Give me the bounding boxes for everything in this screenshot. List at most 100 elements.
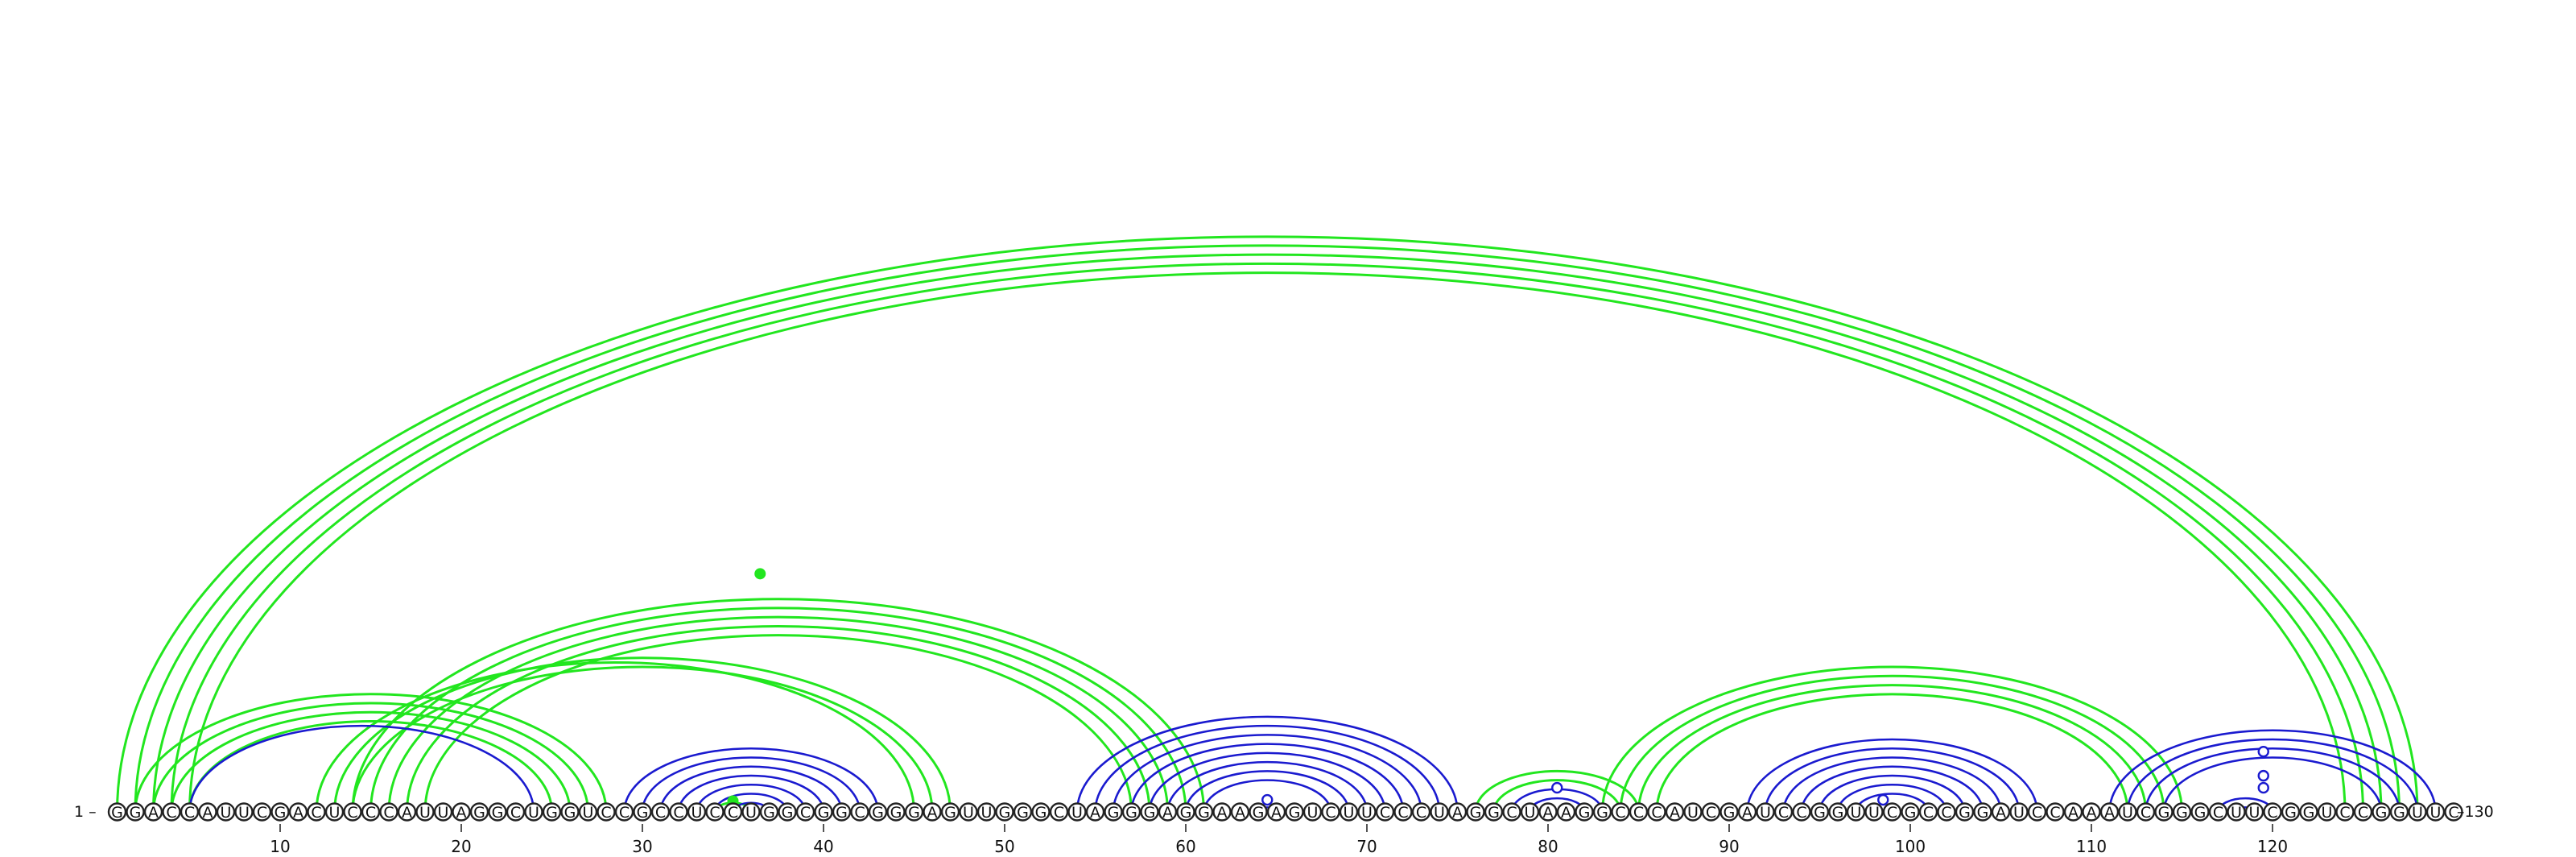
nucleotide-circle xyxy=(1447,802,1468,822)
nucleotide-circle xyxy=(1991,802,2011,822)
nucleotide-letter: G xyxy=(564,804,576,822)
nucleotide-letter: G xyxy=(1959,804,1971,822)
green-pair-arc xyxy=(1655,693,2129,813)
nucleotide-letter: G xyxy=(1832,804,1844,822)
nucleotide-letter: U xyxy=(2013,804,2025,822)
nucleotide-circle xyxy=(1466,802,1485,822)
nucleotide-letter: G xyxy=(908,804,920,822)
nucleotide-circle xyxy=(2118,802,2137,822)
nucleotide-circle xyxy=(379,802,398,822)
nucleotide-letter: C xyxy=(854,804,865,822)
nucleotide-circle xyxy=(162,802,181,822)
green-pair-arc xyxy=(369,607,1187,813)
tick-label: 50 xyxy=(994,837,1014,856)
nucleotide-circle xyxy=(1285,802,1304,822)
green-pair-arc xyxy=(406,624,1151,813)
arc-markers xyxy=(727,568,2269,807)
nucleotide-letter: G xyxy=(1977,804,1989,822)
nucleotide-circle xyxy=(2009,802,2029,822)
nucleotide-letter: G xyxy=(999,804,1011,822)
nucleotide-letter: C xyxy=(1054,804,1064,822)
nucleotide-letter: U xyxy=(1868,804,1880,822)
nucleotide-circle xyxy=(1321,802,1340,822)
nucleotide-circle xyxy=(2027,802,2047,822)
nucleotide-letter: U xyxy=(2412,804,2423,822)
nucleotide-letter: G xyxy=(818,804,830,822)
nucleotide-letter: G xyxy=(782,804,794,822)
nucleotide-circle xyxy=(1249,802,1268,822)
nucleotide-circle xyxy=(2136,802,2156,822)
nucleotide-letter: C xyxy=(601,804,611,822)
open-circle-marker xyxy=(2257,769,2269,782)
nucleotide-letter: C xyxy=(2032,804,2042,822)
nucleotide-letter: G xyxy=(546,804,558,822)
nucleotide-circle xyxy=(1828,802,1847,822)
tick-label: 120 xyxy=(2257,837,2288,856)
nucleotide-letter: G xyxy=(1905,804,1917,822)
nucleotide-circle xyxy=(1792,802,1811,822)
nucleotide-letter: U xyxy=(745,804,757,822)
nucleotide-circle xyxy=(1230,802,1250,822)
blue-pair-arcs xyxy=(188,715,2437,813)
nucleotide-circle xyxy=(397,802,417,822)
nucleotide-letter: C xyxy=(1416,804,1426,822)
tick-label: 40 xyxy=(813,837,833,856)
nucleotide-letter: C xyxy=(655,804,666,822)
green-pair-arc xyxy=(333,656,952,813)
nucleotide-letter: A xyxy=(1090,804,1100,822)
nucleotide-circle xyxy=(126,802,145,822)
nucleotide-circle xyxy=(2063,802,2083,822)
nucleotide-letter: U xyxy=(963,804,974,822)
nucleotide-circle xyxy=(1031,802,1051,822)
tick-label: 20 xyxy=(451,837,471,856)
nucleotide-circle xyxy=(2244,802,2264,822)
blue-pair-arc xyxy=(659,765,843,813)
open-circle-marker xyxy=(2257,745,2269,758)
nucleotide-letter: U xyxy=(528,804,539,822)
blue-pair-arc xyxy=(1184,770,1350,813)
tick-label: 90 xyxy=(1719,837,1739,856)
nucleotide-letter: C xyxy=(184,804,195,822)
nucleotide-letter: C xyxy=(383,804,394,822)
tick-label: 80 xyxy=(1538,837,1558,856)
green-pair-arc xyxy=(170,262,2364,813)
nucleotide-letter: A xyxy=(927,804,938,822)
nucleotide-letter: U xyxy=(2122,804,2133,822)
nucleotide-circle xyxy=(1212,802,1232,822)
nucleotide-circle xyxy=(1611,802,1630,822)
nucleotide-circle xyxy=(597,802,616,822)
nucleotide-letter: C xyxy=(1380,804,1390,822)
nucleotide-circle xyxy=(778,802,797,822)
nucleotide-circle xyxy=(524,802,543,822)
nucleotide-circle xyxy=(2082,802,2101,822)
nucleotide-letter: G xyxy=(1253,804,1265,822)
blue-pair-arc xyxy=(677,774,825,813)
nucleotide-letter: C xyxy=(2213,804,2223,822)
nucleotide-circle xyxy=(433,802,453,822)
green-pair-arc xyxy=(170,710,572,813)
nucleotide-letter: A xyxy=(456,804,467,822)
green-pair-arc xyxy=(423,634,1133,813)
filled-circle-marker xyxy=(754,568,766,580)
nucleotide-circle xyxy=(324,802,345,822)
nucleotide-circle xyxy=(1375,802,1395,822)
green-pair-arc xyxy=(134,693,608,813)
nucleotide-letter: C xyxy=(347,804,357,822)
nucleotide-circle xyxy=(1773,802,1794,822)
nucleotide-circle xyxy=(2263,802,2282,822)
nucleotide-letter: G xyxy=(944,804,956,822)
nucleotide-letter: G xyxy=(1579,804,1591,822)
nucleotide-circle xyxy=(216,802,236,822)
nucleotide-circle xyxy=(650,802,671,822)
green-pair-arc xyxy=(1492,779,1622,813)
nucleotide-letter: G xyxy=(130,804,142,822)
nucleotide-circle xyxy=(107,802,127,822)
nucleotide-letter: U xyxy=(1525,804,1536,822)
nucleotide-circle xyxy=(1937,802,1956,822)
tick-label: 30 xyxy=(632,837,652,856)
nucleotide-letter: A xyxy=(2068,804,2079,822)
nucleotide-circle xyxy=(1810,802,1830,822)
nucleotide-letter: U xyxy=(238,804,250,822)
